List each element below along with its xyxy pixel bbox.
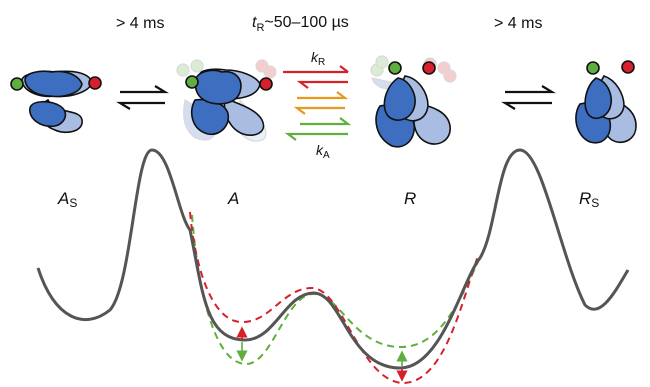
energy-curve <box>36 148 630 370</box>
rate-forward-symbol: k <box>311 49 318 65</box>
rate-label-forward: kR <box>311 50 325 68</box>
timescale-value: ~50–100 µs <box>264 14 349 31</box>
timescale-sub: R <box>256 22 265 34</box>
molecule-as <box>10 70 102 134</box>
timescale-symbol: t <box>252 14 257 31</box>
rate-arrow-orange <box>293 91 349 115</box>
center-timescale: tR~50–100 µs <box>252 15 349 34</box>
state-label-a: A <box>228 190 239 207</box>
rate-arrow-green <box>284 117 352 141</box>
state-rs-sub: S <box>591 196 600 210</box>
state-as-sub: S <box>69 196 78 210</box>
rate-arrow-red <box>283 65 349 89</box>
rate-backward-sub: A <box>323 150 330 161</box>
right-timescale: > 4 ms <box>494 15 543 32</box>
state-a-main: A <box>228 189 240 208</box>
molecule-a <box>185 68 273 136</box>
rate-forward-sub: R <box>318 57 326 68</box>
state-rs-main: R <box>579 189 592 208</box>
dashed-red-landscape <box>189 211 479 385</box>
state-label-rs: RS <box>579 190 599 209</box>
equilibrium-arrows-left <box>116 85 169 110</box>
left-timescale: > 4 ms <box>116 15 165 32</box>
state-as-main: A <box>58 189 70 208</box>
state-label-r: R <box>404 190 416 207</box>
rate-label-backward: kA <box>316 143 330 161</box>
state-r-main: R <box>404 189 417 208</box>
molecule-rs <box>575 60 637 144</box>
molecule-r <box>375 61 451 148</box>
dashed-green-landscape <box>191 214 479 366</box>
state-label-as: AS <box>58 190 77 209</box>
rate-backward-symbol: k <box>316 142 323 158</box>
equilibrium-arrows-right <box>501 85 556 110</box>
